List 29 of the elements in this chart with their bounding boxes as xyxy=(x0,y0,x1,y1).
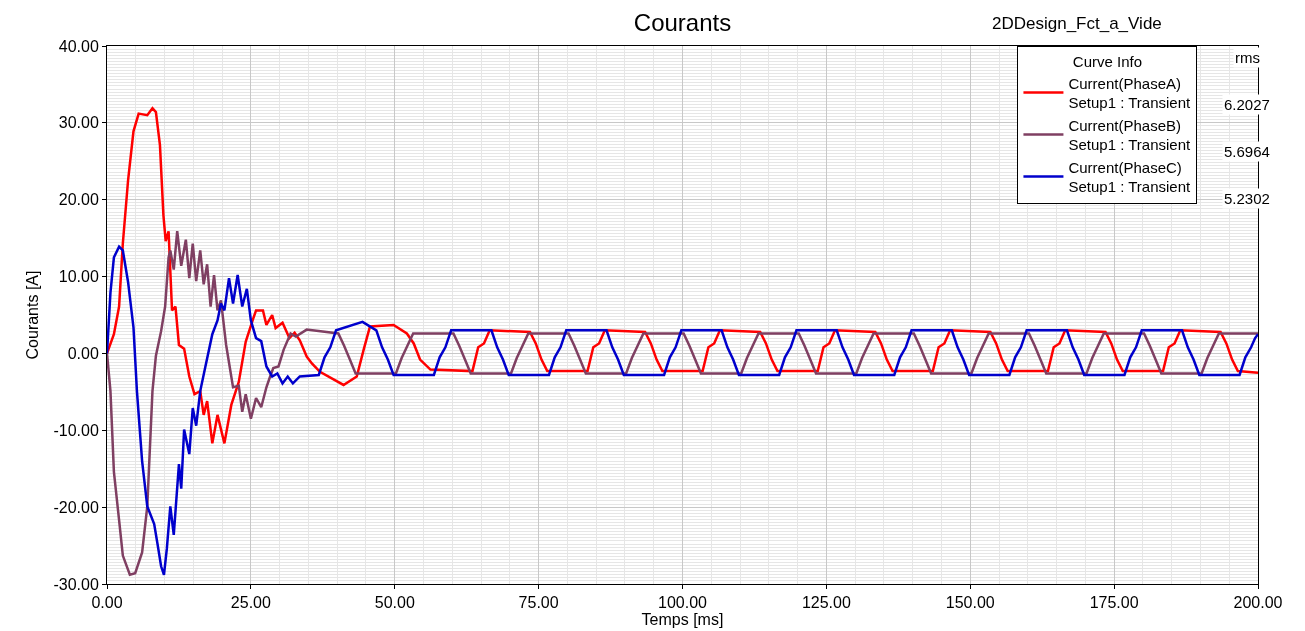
x-tick-label: 75.00 xyxy=(518,594,559,612)
x-tick-label: 175.00 xyxy=(1089,594,1139,612)
x-tick-label: 25.00 xyxy=(230,594,271,612)
chart-subtitle: 2DDesign_Fct_a_Vide xyxy=(992,14,1162,33)
legend-label: Current(PhaseC) Setup1 : Transient xyxy=(1068,158,1192,196)
annotation: 5.2302 xyxy=(1224,190,1270,207)
legend-label: Current(PhaseA) Setup1 : Transient xyxy=(1068,74,1192,112)
x-tick-label: 125.00 xyxy=(801,594,851,612)
y-tick-label: -20.00 xyxy=(53,498,99,516)
y-tick-label: 20.00 xyxy=(58,191,99,209)
y-tick-label: 40.00 xyxy=(58,37,99,55)
x-axis-title: Temps [ms] xyxy=(641,611,724,629)
y-tick-label: 10.00 xyxy=(58,268,99,286)
y-axis-title: Courants [A] xyxy=(24,270,42,360)
x-tick-label: 100.00 xyxy=(658,594,708,612)
y-tick-label: 30.00 xyxy=(58,114,99,132)
annotation: 6.2027 xyxy=(1224,96,1270,113)
y-tick-label: 0.00 xyxy=(67,345,99,363)
chart-title: Courants xyxy=(633,9,732,37)
x-tick-label: 150.00 xyxy=(945,594,995,612)
y-tick-label: -10.00 xyxy=(53,421,99,439)
x-tick-label: 0.00 xyxy=(91,594,123,612)
x-tick-label: 50.00 xyxy=(374,594,415,612)
x-tick-label: 200.00 xyxy=(1233,594,1283,612)
annotation: 5.6964 xyxy=(1224,143,1270,160)
legend-label: Current(PhaseB) Setup1 : Transient xyxy=(1068,116,1192,154)
annotation: rms xyxy=(1235,49,1260,66)
y-tick-label: -30.00 xyxy=(53,575,99,593)
legend-title: Curve Info xyxy=(1072,52,1143,70)
